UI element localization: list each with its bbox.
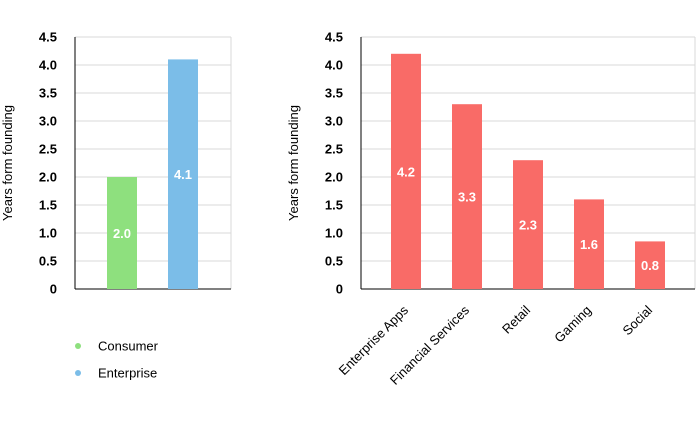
data-label: 1.6 [580,237,598,252]
y-tick-label: 3.5 [325,86,343,101]
y-tick-label: 0.5 [39,254,57,269]
data-label: 4.2 [397,164,415,179]
x-tick-label: Retail [499,302,533,336]
y-tick-label: 4.0 [325,58,343,73]
data-label: 2.3 [519,218,537,233]
y-tick-label: 2.0 [39,170,57,185]
bar [635,241,665,289]
y-tick-label: 1.5 [325,198,343,213]
bar [574,199,604,289]
y-axis-label: Years form founding [0,105,15,221]
y-tick-label: 1.0 [325,226,343,241]
bar [168,59,198,290]
legend-label: Consumer [98,339,159,354]
x-tick-label: Social [619,302,655,338]
bar [452,104,482,289]
bar [391,53,421,289]
legend-marker [75,343,81,349]
y-tick-label: 0.5 [325,254,343,269]
legend-marker [75,370,81,376]
legend-label: Enterprise [98,366,157,381]
y-tick-label: 1.5 [39,198,57,213]
y-tick-label: 0 [50,282,57,297]
y-tick-label: 0 [336,282,343,297]
y-tick-label: 3.5 [39,86,57,101]
data-label: 4.1 [174,167,192,182]
y-tick-label: 4.5 [39,30,57,45]
data-label: 3.3 [458,190,476,205]
x-tick-label: Gaming [551,303,594,346]
data-label: 0.8 [641,258,659,273]
y-tick-label: 4.0 [39,58,57,73]
y-tick-label: 1.0 [39,226,57,241]
y-tick-label: 3.0 [325,114,343,129]
y-tick-label: 2.5 [325,142,343,157]
bar [107,177,137,289]
y-tick-label: 3.0 [39,114,57,129]
bar [513,160,543,289]
y-tick-label: 2.5 [39,142,57,157]
data-label: 2.0 [113,226,131,241]
y-axis-label: Years form founding [286,105,301,221]
y-tick-label: 2.0 [325,170,343,185]
y-tick-label: 4.5 [325,30,343,45]
